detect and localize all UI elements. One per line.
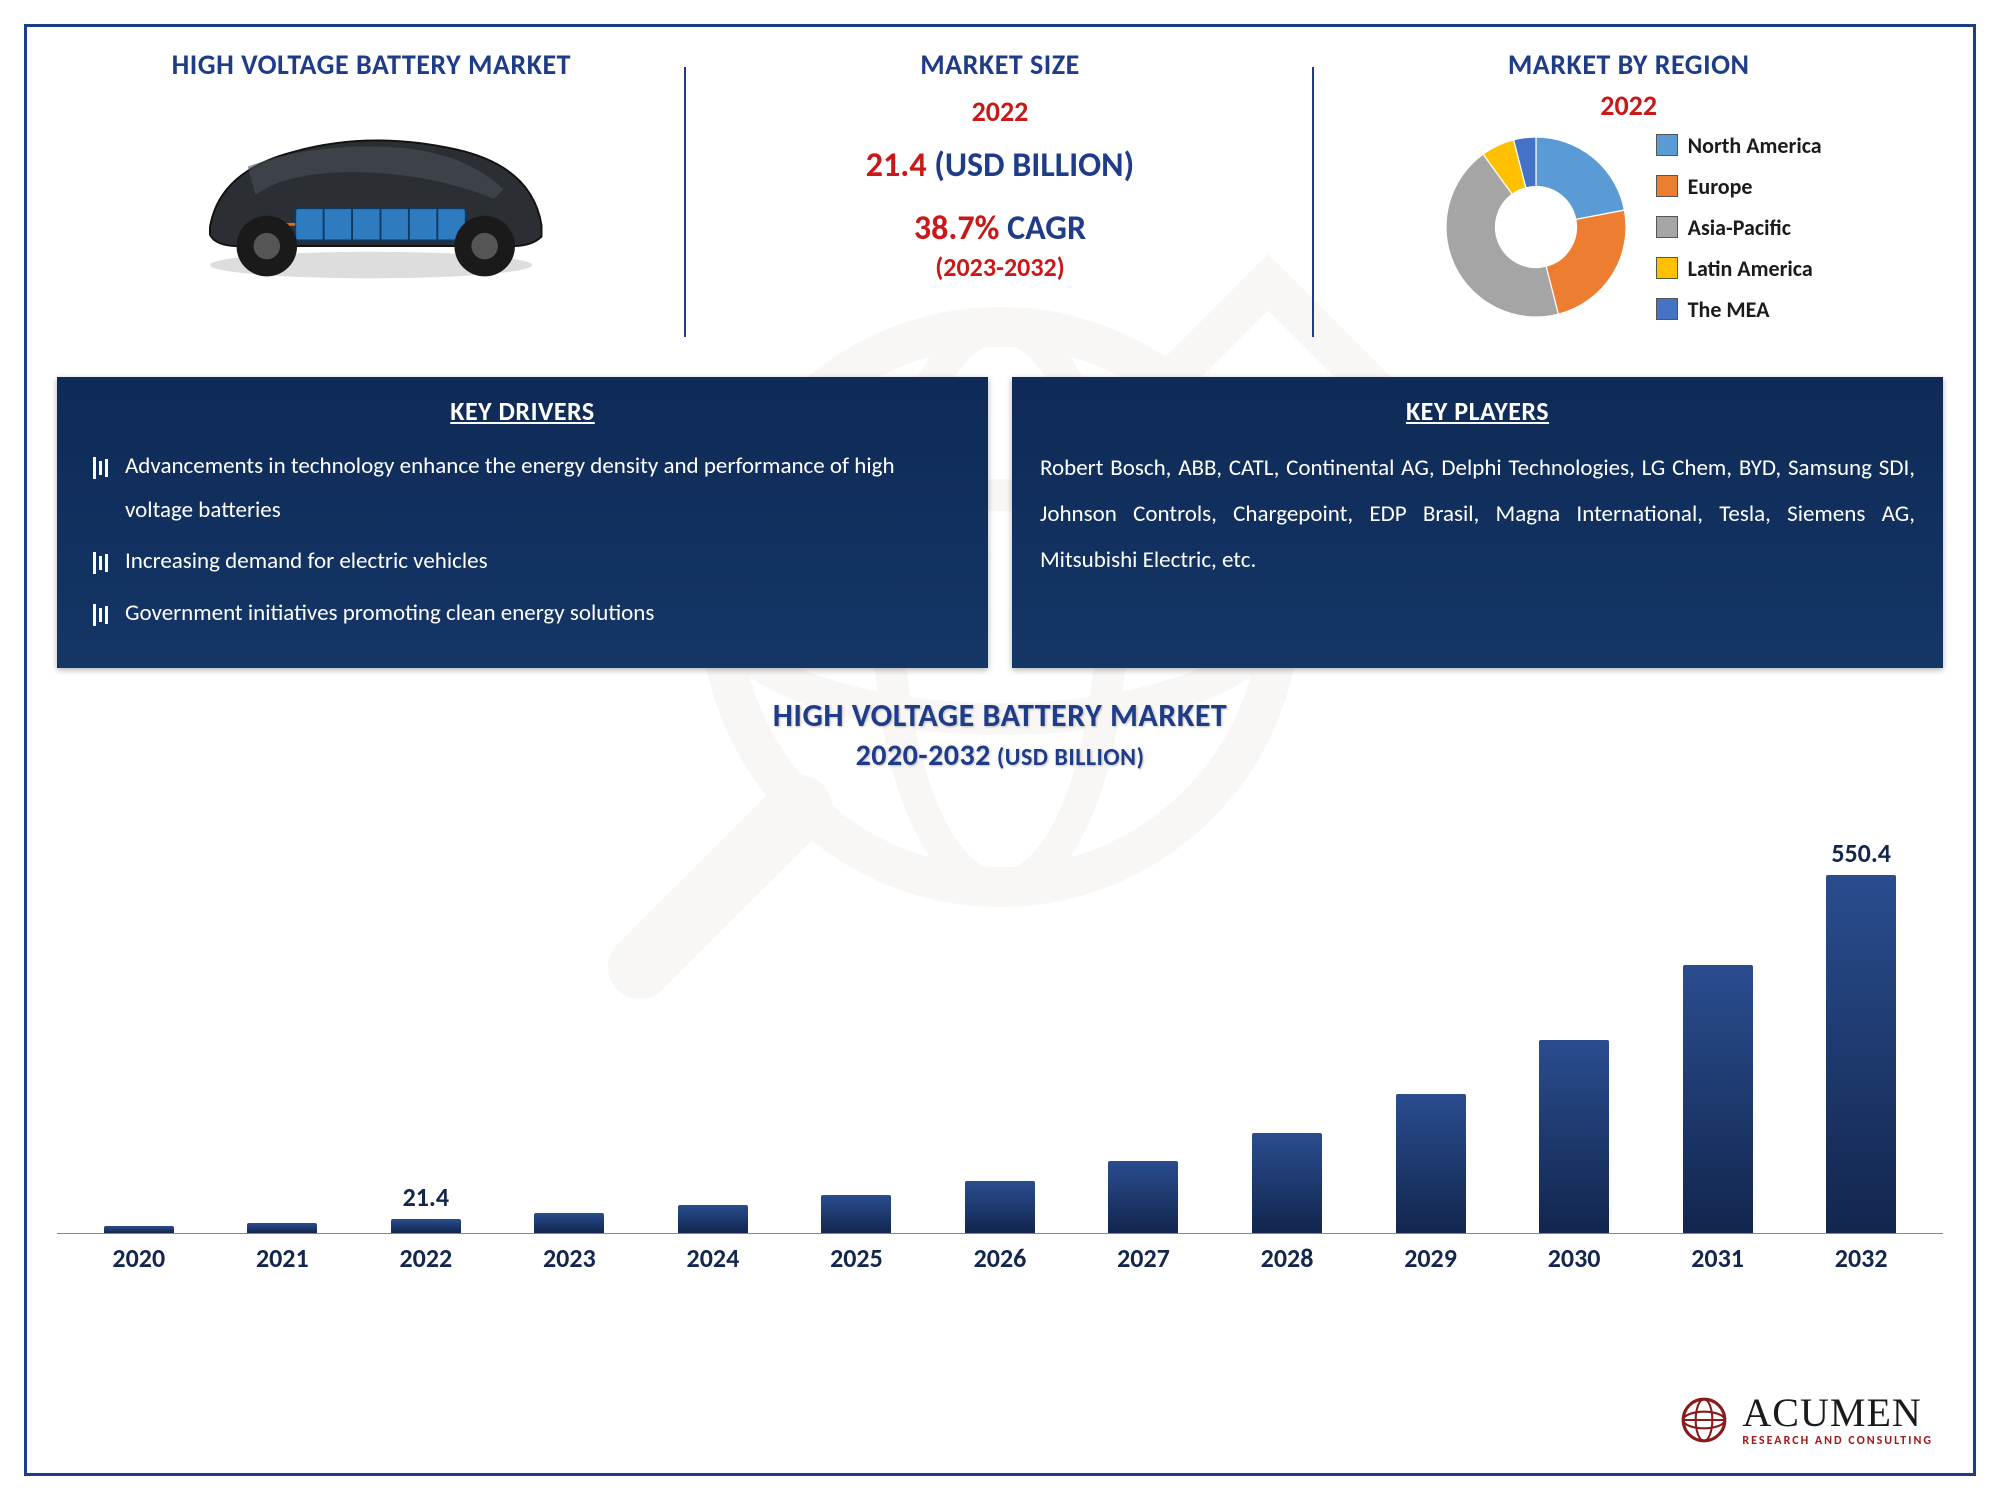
x-axis-label: 2030 xyxy=(1502,1242,1646,1274)
title-market-name: HIGH VOLTAGE BATTERY MARKET xyxy=(172,47,571,82)
bar-slot xyxy=(1502,794,1646,1233)
bar xyxy=(678,1205,748,1232)
bar-value-label: 21.4 xyxy=(403,1181,449,1213)
legend-item: Latin America xyxy=(1656,255,1822,282)
donut-slice xyxy=(1546,210,1626,314)
brand-tagline: RESEARCH AND CONSULTING xyxy=(1742,1435,1933,1447)
brand-globe-icon xyxy=(1678,1394,1730,1446)
driver-item: Government initiatives promoting clean e… xyxy=(85,592,960,636)
legend-swatch xyxy=(1656,298,1678,320)
region-donut-chart xyxy=(1436,127,1636,327)
chart-title-unit: (USD BILLION) xyxy=(991,743,1145,772)
legend-label: Asia-Pacific xyxy=(1688,214,1791,241)
bar-chart-x-labels: 2020202120222023202420252026202720282029… xyxy=(57,1234,1943,1274)
bar-slot xyxy=(211,794,355,1233)
bar-slot xyxy=(1646,794,1790,1233)
donut-slice xyxy=(1536,137,1624,219)
brand-logo: ACUMEN RESEARCH AND CONSULTING xyxy=(1678,1393,1933,1447)
key-drivers-title: KEY DRIVERS xyxy=(85,395,960,427)
key-players-text: Robert Bosch, ABB, CATL, Continental AG,… xyxy=(1040,445,1915,583)
bar xyxy=(1683,965,1753,1233)
market-size-number: 21.4 xyxy=(866,145,927,186)
title-market-region: MARKET BY REGION xyxy=(1508,47,1750,82)
x-axis-label: 2027 xyxy=(1072,1242,1216,1274)
top-center-cell: MARKET SIZE 2022 21.4 (USD BILLION) 38.7… xyxy=(686,47,1315,367)
legend-item: Asia-Pacific xyxy=(1656,214,1822,241)
cagr-value: 38.7% xyxy=(914,208,1000,249)
bar-slot xyxy=(1215,794,1359,1233)
key-players-title: KEY PLAYERS xyxy=(1040,395,1915,427)
bar xyxy=(1108,1161,1178,1233)
bar xyxy=(391,1219,461,1233)
top-row: HIGH VOLTAGE BATTERY MARKET xyxy=(57,47,1943,367)
chart-title-line1: HIGH VOLTAGE BATTERY MARKET xyxy=(57,696,1943,735)
legend-item: The MEA xyxy=(1656,296,1822,323)
legend-item: North America xyxy=(1656,132,1822,159)
legend-item: Europe xyxy=(1656,173,1822,200)
x-axis-label: 2022 xyxy=(354,1242,498,1274)
key-drivers-panel: KEY DRIVERS Advancements in technology e… xyxy=(57,377,988,668)
x-axis-label: 2021 xyxy=(211,1242,355,1274)
bar-slot: 550.4 xyxy=(1789,794,1933,1233)
legend-swatch xyxy=(1656,134,1678,156)
legend-swatch xyxy=(1656,257,1678,279)
x-axis-label: 2023 xyxy=(498,1242,642,1274)
x-axis-label: 2024 xyxy=(641,1242,785,1274)
top-right-cell: MARKET BY REGION 2022 North America Europ… xyxy=(1314,47,1943,367)
bar xyxy=(1539,1040,1609,1233)
bar xyxy=(965,1181,1035,1233)
bar xyxy=(1826,875,1896,1233)
key-players-panel: KEY PLAYERS Robert Bosch, ABB, CATL, Con… xyxy=(1012,377,1943,668)
x-axis-label: 2029 xyxy=(1359,1242,1503,1274)
driver-item: Advancements in technology enhance the e… xyxy=(85,445,960,532)
x-axis-label: 2026 xyxy=(928,1242,1072,1274)
key-drivers-list: Advancements in technology enhance the e… xyxy=(85,445,960,636)
top-left-cell: HIGH VOLTAGE BATTERY MARKET xyxy=(57,47,686,367)
bar xyxy=(247,1223,317,1233)
car-battery-illustration xyxy=(181,104,561,284)
legend-swatch xyxy=(1656,175,1678,197)
market-size-year: 2022 xyxy=(972,94,1029,129)
brand-name: ACUMEN xyxy=(1742,1393,1933,1433)
x-axis-label: 2028 xyxy=(1215,1242,1359,1274)
driver-item: Increasing demand for electric vehicles xyxy=(85,540,960,584)
bar-slot xyxy=(67,794,211,1233)
chart-title-years: 2020-2032 xyxy=(856,737,991,774)
bar xyxy=(1396,1094,1466,1233)
cagr-label: CAGR xyxy=(999,208,1086,249)
legend-label: Latin America xyxy=(1688,255,1813,282)
region-legend: North America Europe Asia-Pacific Latin Ame… xyxy=(1656,132,1822,323)
bar xyxy=(104,1226,174,1233)
cagr-period: (2023-2032) xyxy=(935,251,1065,283)
cagr-line: 38.7% CAGR xyxy=(914,208,1086,249)
x-axis-label: 2032 xyxy=(1789,1242,1933,1274)
legend-label: Europe xyxy=(1688,173,1753,200)
region-year: 2022 xyxy=(1600,88,1657,123)
bar-chart: 21.4 550.4 xyxy=(57,794,1943,1234)
bar-slot xyxy=(1072,794,1216,1233)
x-axis-label: 2031 xyxy=(1646,1242,1790,1274)
bar-slot: 21.4 xyxy=(354,794,498,1233)
legend-swatch xyxy=(1656,216,1678,238)
bar-slot xyxy=(641,794,785,1233)
market-size-value: 21.4 (USD BILLION) xyxy=(866,145,1134,186)
legend-label: North America xyxy=(1688,132,1822,159)
bar-slot xyxy=(785,794,929,1233)
x-axis-label: 2025 xyxy=(785,1242,929,1274)
bar-slot xyxy=(498,794,642,1233)
market-size-suffix: (USD BILLION) xyxy=(927,145,1135,186)
bar-value-label: 550.4 xyxy=(1831,837,1891,869)
x-axis-label: 2020 xyxy=(67,1242,211,1274)
chart-title-line2: 2020-2032 (USD BILLION) xyxy=(57,737,1943,774)
bar xyxy=(1252,1133,1322,1233)
bar xyxy=(821,1195,891,1233)
title-market-size: MARKET SIZE xyxy=(920,47,1080,82)
bar-slot xyxy=(1359,794,1503,1233)
bar-slot xyxy=(928,794,1072,1233)
legend-label: The MEA xyxy=(1688,296,1770,323)
mid-row: KEY DRIVERS Advancements in technology e… xyxy=(57,377,1943,668)
bar xyxy=(534,1213,604,1233)
bar-chart-section: HIGH VOLTAGE BATTERY MARKET 2020-2032 (U… xyxy=(57,696,1943,1274)
